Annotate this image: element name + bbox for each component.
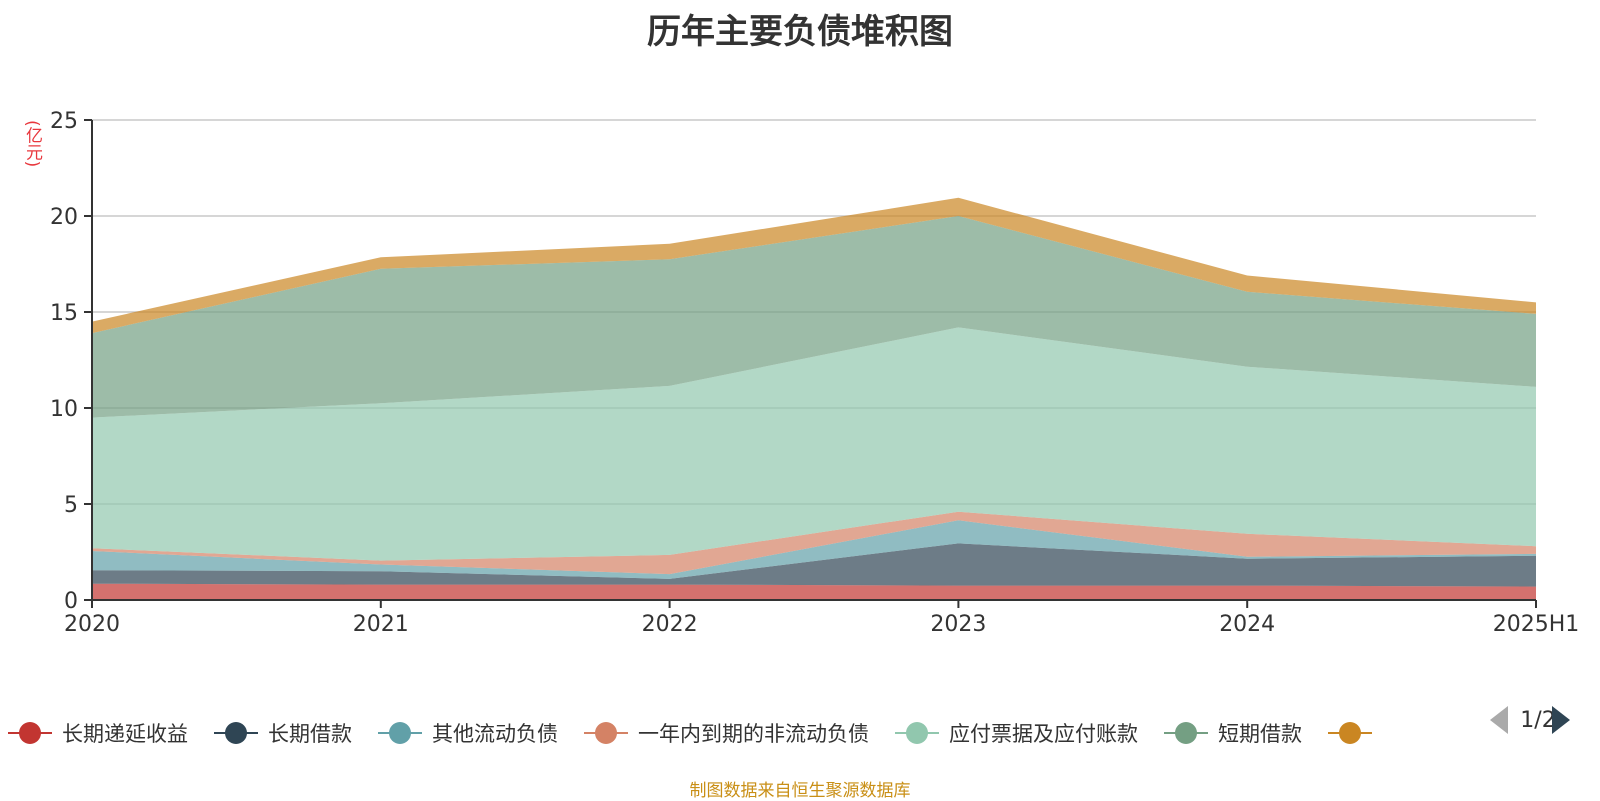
y-tick-label-25: 25 bbox=[50, 109, 78, 134]
legend-marker bbox=[906, 722, 928, 744]
legend-item-6[interactable]: 短期借款 bbox=[1164, 722, 1302, 746]
legend-marker bbox=[1339, 722, 1361, 744]
legend: 长期递延收益 长期借款 其他流动负债 一年内到期的非流动负债 应付票据及应付账款 短期借款 bbox=[8, 722, 1372, 746]
area-series-7 bbox=[92, 197, 1536, 334]
pager-prev-icon[interactable] bbox=[1490, 706, 1508, 734]
x-tick-label-2024: 2024 bbox=[1219, 612, 1275, 637]
legend-marker bbox=[19, 722, 41, 744]
data-source-note: 制图数据来自恒生聚源数据库 bbox=[689, 781, 911, 801]
area-series bbox=[92, 197, 1536, 600]
y-tick-label-5: 5 bbox=[64, 493, 78, 518]
x-tick-label-2023: 2023 bbox=[930, 612, 986, 637]
area-series-3 bbox=[92, 520, 1536, 579]
area-series-5 bbox=[92, 327, 1536, 561]
area-series-1 bbox=[92, 583, 1536, 600]
y-tick-label-15: 15 bbox=[50, 301, 78, 326]
stacked-area-chart: 0 5 10 15 20 25 2020 2021 2022 2023 2024 2025H1 长期递… bbox=[8, 109, 1579, 746]
area-series-2 bbox=[92, 543, 1536, 587]
area-series-6 bbox=[92, 216, 1536, 418]
legend-label: 应付票据及应付账款 bbox=[949, 722, 1138, 746]
legend-label: 一年内到期的非流动负债 bbox=[638, 722, 869, 746]
legend-item-3[interactable]: 其他流动负债 bbox=[378, 722, 558, 746]
pager-text: 1/2 bbox=[1520, 708, 1555, 733]
legend-label: 长期借款 bbox=[268, 722, 352, 746]
axes: 0 5 10 15 20 25 2020 2021 2022 2023 2024 2025H1 bbox=[50, 109, 1579, 637]
legend-item-1[interactable]: 长期递延收益 bbox=[8, 722, 188, 746]
legend-marker bbox=[595, 722, 617, 744]
y-tick-label-10: 10 bbox=[50, 397, 78, 422]
area-series-4 bbox=[92, 511, 1536, 575]
legend-item-5[interactable]: 应付票据及应付账款 bbox=[895, 722, 1138, 746]
legend-label: 其他流动负债 bbox=[432, 722, 558, 746]
legend-pager: 1/2 bbox=[1490, 706, 1570, 734]
x-tick-label-2021: 2021 bbox=[353, 612, 409, 637]
x-tick-label-2025H1: 2025H1 bbox=[1493, 612, 1580, 637]
y-tick-label-0: 0 bbox=[64, 589, 78, 614]
pager-next-icon[interactable] bbox=[1552, 706, 1570, 734]
x-tick-label-2020: 2020 bbox=[64, 612, 120, 637]
legend-item-4[interactable]: 一年内到期的非流动负债 bbox=[584, 722, 869, 746]
legend-item-2[interactable]: 长期借款 bbox=[214, 722, 352, 746]
y-axis-unit-label: (亿元) bbox=[22, 120, 42, 168]
legend-marker bbox=[225, 722, 247, 744]
legend-marker bbox=[1175, 722, 1197, 744]
legend-marker bbox=[389, 722, 411, 744]
x-tick-label-2022: 2022 bbox=[642, 612, 698, 637]
legend-label: 长期递延收益 bbox=[62, 722, 188, 746]
legend-item-7[interactable] bbox=[1328, 722, 1372, 744]
chart-title: 历年主要负债堆积图 bbox=[647, 12, 953, 52]
legend-label: 短期借款 bbox=[1218, 722, 1302, 746]
y-tick-label-20: 20 bbox=[50, 205, 78, 230]
